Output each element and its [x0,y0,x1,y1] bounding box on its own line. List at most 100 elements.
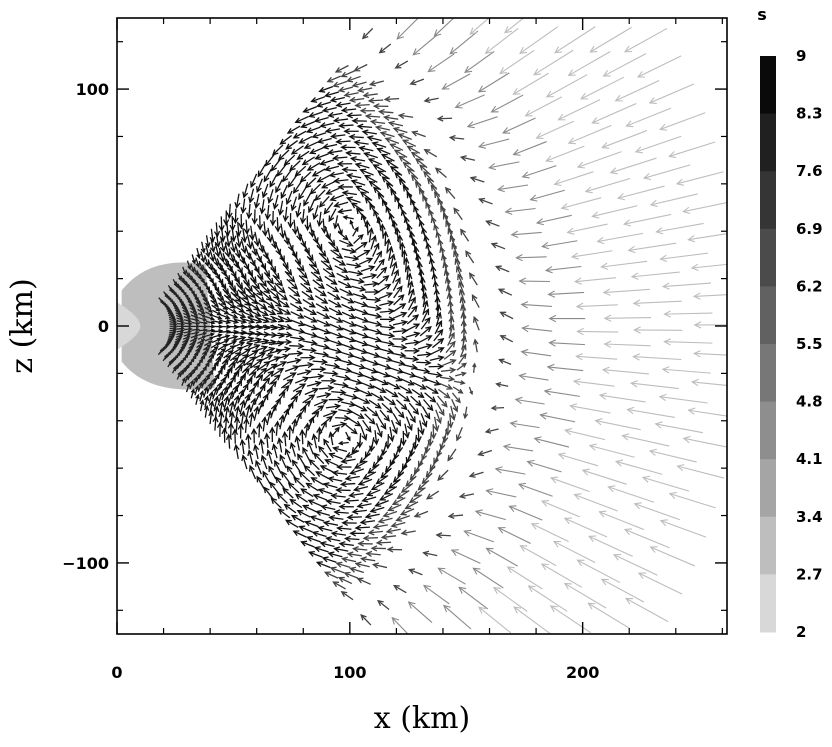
velocity-arrow [364,288,381,296]
velocity-arrow [198,320,208,325]
velocity-arrow [234,359,247,371]
velocity-arrow [349,156,366,163]
velocity-arrow [232,208,239,225]
velocity-arrow [648,83,695,104]
velocity-arrow [385,527,401,535]
velocity-arrow [549,605,591,634]
velocity-arrow [570,250,613,260]
velocity-arrow [383,485,398,495]
velocity-arrow [377,275,390,286]
velocity-arrow [290,196,298,212]
y-axis-label: z (km) [5,278,40,373]
velocity-arrow [407,409,416,424]
velocity-arrow [204,255,210,268]
velocity-arrow [176,319,185,324]
velocity-arrow [350,179,366,186]
velocity-arrow [381,402,394,414]
velocity-arrow [322,143,338,150]
velocity-arrow [417,351,433,358]
velocity-arrow [351,363,366,370]
velocity-arrow [289,342,305,350]
velocity-arrow [426,378,442,386]
velocity-arrow [372,385,387,393]
velocity-arrow [198,317,208,322]
velocity-arrow [282,169,292,183]
velocity-arrow [163,291,168,299]
velocity-arrow [336,272,351,281]
velocity-arrow [600,578,645,603]
velocity-arrow [668,491,716,509]
velocity-arrow [359,107,376,114]
velocity-arrow [316,392,332,399]
velocity-arrow [376,216,383,232]
velocity-arrow [352,355,368,362]
velocity-arrow [313,452,325,465]
velocity-arrow [612,553,658,576]
velocity-arrow [397,112,414,120]
velocity-arrow [301,290,315,301]
velocity-arrow [319,465,334,473]
velocity-arrow [323,202,334,215]
velocity-arrow [285,190,293,206]
velocity-arrow [314,189,326,202]
velocity-arrow [239,399,246,415]
velocity-arrow [257,399,265,415]
velocity-arrow [177,272,182,282]
velocity-arrow [377,283,392,293]
velocity-arrow [199,389,205,402]
velocity-arrow [396,438,404,454]
velocity-arrow [360,426,368,441]
velocity-arrow [293,476,305,488]
velocity-arrow [304,215,311,232]
velocity-arrow [306,162,321,171]
velocity-arrow [306,535,321,543]
velocity-arrow [419,276,426,292]
velocity-arrow [351,81,367,88]
velocity-arrow [271,367,285,377]
velocity-arrow [436,115,453,122]
velocity-arrow [636,55,682,78]
velocity-arrow [405,416,413,432]
velocity-arrow [692,350,727,358]
velocity-arrow [418,420,425,436]
velocity-arrow [354,331,370,339]
velocity-arrow [241,256,250,271]
velocity-arrow [391,497,406,506]
velocity-arrow [371,141,387,148]
velocity-arrow [256,475,265,490]
velocity-arrow [421,308,430,323]
velocity-arrow [566,223,608,235]
velocity-arrow [437,567,466,585]
velocity-arrow [357,478,373,486]
velocity-arrow [198,260,204,272]
velocity-arrow [407,305,418,318]
velocity-arrow [251,241,258,257]
velocity-arrow [315,343,331,350]
velocity-arrow [272,194,279,210]
velocity-arrow [223,416,230,432]
velocity-arrow [289,294,303,305]
velocity-arrow [189,307,198,313]
velocity-arrow [188,342,196,349]
velocity-arrow [234,193,241,209]
velocity-arrow [379,493,394,501]
velocity-arrow [232,254,240,269]
velocity-arrow [445,284,452,300]
velocity-arrow [410,151,424,161]
velocity-arrow [658,393,708,404]
velocity-arrow [329,96,345,103]
velocity-arrow [406,168,419,180]
velocity-arrow [249,464,257,480]
velocity-arrow [690,378,727,387]
velocity-arrow [581,468,627,485]
velocity-arrow [365,550,381,557]
velocity-arrow [239,336,255,343]
velocity-arrow [266,227,273,243]
velocity-arrow [197,335,207,340]
velocity-arrow [564,428,606,441]
velocity-arrow [290,514,305,523]
velocity-arrow [261,221,269,237]
velocity-arrow [277,508,291,519]
velocity-arrow [286,465,296,479]
velocity-arrow [346,262,362,269]
